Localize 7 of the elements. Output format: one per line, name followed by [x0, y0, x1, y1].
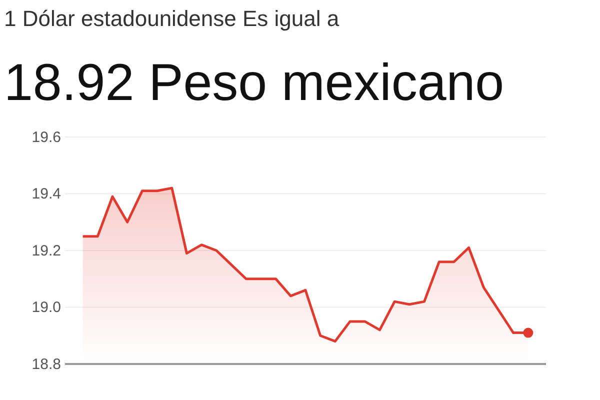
chart-title: 18.92 Peso mexicano	[4, 54, 504, 112]
y-tick-label: 19.0	[32, 299, 61, 316]
y-tick-label: 19.4	[32, 186, 61, 203]
y-tick-label: 19.6	[32, 128, 61, 146]
y-tick-label: 19.2	[32, 242, 61, 260]
chart-subtitle: 1 Dólar estadounidense Es igual a	[4, 6, 340, 31]
y-tick-label: 18.8	[32, 356, 61, 373]
